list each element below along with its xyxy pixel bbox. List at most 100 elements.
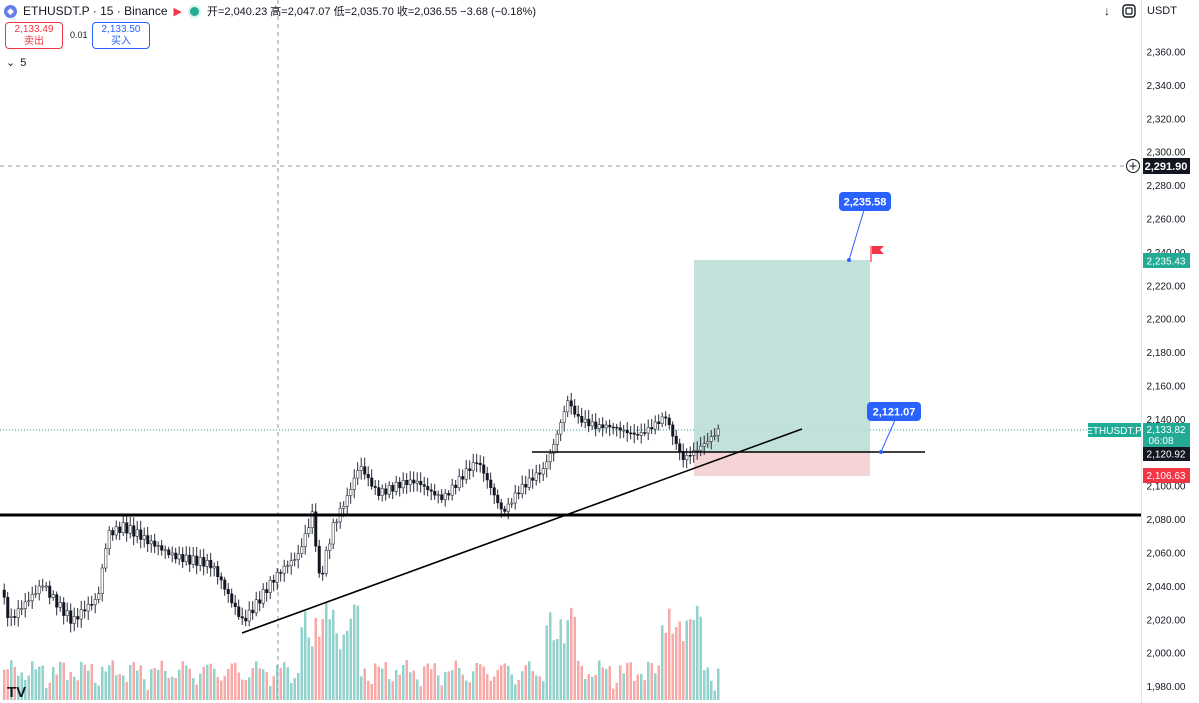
volume-bar: [370, 683, 373, 700]
volume-bar: [685, 620, 688, 700]
price-tick-label: 2,300.00: [1147, 148, 1186, 159]
volume-bar: [255, 661, 258, 700]
candle-body: [464, 468, 468, 480]
volume-bar: [251, 668, 254, 700]
currency-selector[interactable]: USDT: [1147, 5, 1177, 17]
price-axis[interactable]: 2,360.00 2,340.00 2,320.00 2,300.00 2,280.00…: [1142, 0, 1199, 703]
target-callout-text: 2,235.58: [844, 197, 887, 209]
volume-bar: [157, 669, 160, 700]
candle-body: [524, 484, 528, 488]
symbol-header: ◆ ETHUSDT.P · 15 · Binance ▶ 开=2,040.23 …: [4, 2, 536, 20]
candle-body: [370, 477, 374, 487]
price-tick-label: 2,020.00: [1147, 615, 1186, 626]
volume-bar: [150, 669, 153, 700]
volume-bar: [433, 663, 436, 700]
candle-body: [195, 555, 199, 566]
candle-body: [272, 579, 276, 583]
candle-body: [167, 549, 171, 556]
symbol-price-tag-text: ETHUSDT.P: [1086, 426, 1142, 437]
candle-body: [422, 484, 426, 487]
volume-bar: [66, 680, 69, 700]
candle-body: [653, 421, 657, 430]
buy-price: 2,133.50: [101, 24, 141, 35]
price-tick-label: 2,200.00: [1147, 315, 1186, 326]
candle-body: [37, 585, 41, 594]
fullscreen-icon[interactable]: [1120, 2, 1138, 20]
volume-bar: [531, 671, 534, 700]
candle-body: [163, 549, 167, 552]
volume-bar: [566, 620, 569, 700]
candle-body: [716, 428, 720, 436]
stop-loss-price-text: 2,106.63: [1147, 471, 1186, 482]
volume-bar: [573, 616, 576, 700]
candle-body: [713, 435, 717, 437]
indicators-toggle[interactable]: ⌄ 5: [6, 56, 26, 70]
candle-body: [352, 477, 356, 490]
market-status-icon[interactable]: [189, 6, 199, 16]
candle-body: [345, 495, 349, 507]
candle-body: [146, 535, 150, 545]
entry-callout[interactable]: 2,121.07: [867, 402, 921, 421]
volume-bar: [535, 675, 538, 700]
candle-body: [496, 494, 500, 504]
candle-body: [461, 476, 465, 480]
target-callout[interactable]: 2,235.58: [839, 192, 891, 211]
candle-body: [65, 610, 69, 616]
volume-bar: [549, 612, 552, 700]
volume-bar: [108, 665, 111, 700]
target-callout-anchor: [847, 258, 851, 262]
candle-body: [114, 526, 118, 536]
candle-body: [489, 479, 493, 488]
ethereum-icon: ◆: [4, 4, 17, 18]
arrow-down-icon[interactable]: ↓: [1104, 4, 1110, 18]
volume-bar: [293, 677, 296, 700]
volume-bar: [325, 603, 328, 700]
volume-bar: [192, 678, 195, 700]
sell-button[interactable]: 2,133.49 卖出: [5, 22, 63, 49]
candle-body: [576, 413, 580, 417]
candle-body: [590, 421, 594, 427]
buy-button[interactable]: 2,133.50 买入: [92, 22, 150, 49]
volume-bar: [608, 666, 611, 700]
volume-bar: [195, 684, 198, 700]
trend-line[interactable]: [241, 428, 803, 634]
candle-body: [240, 616, 244, 619]
volume-bar: [258, 668, 261, 700]
price-tick-label: 2,260.00: [1147, 215, 1186, 226]
candle-body: [646, 427, 650, 434]
price-tick-label: 2,220.00: [1147, 281, 1186, 292]
volume-bar: [279, 667, 282, 700]
candle-body: [583, 418, 587, 423]
stop-loss-price-label: [1143, 468, 1190, 483]
volume-bar: [563, 643, 566, 700]
volume-bar: [626, 662, 629, 700]
candle-body: [219, 576, 223, 581]
candle-body: [212, 566, 216, 569]
volume-bar: [335, 633, 338, 700]
candle-body: [384, 488, 388, 495]
candle-body: [611, 426, 615, 429]
volume-bar: [489, 680, 492, 700]
symbol-title[interactable]: ETHUSDT.P · 15 · Binance: [23, 4, 168, 18]
volume-bar: [223, 675, 226, 700]
candle-body: [401, 479, 405, 489]
candle-body: [202, 557, 206, 567]
flag-icon[interactable]: ▶: [173, 5, 182, 18]
tradingview-logo[interactable]: TV: [7, 684, 26, 701]
volume-bar: [297, 673, 300, 700]
candle-body: [695, 449, 699, 452]
spread-value: 0.01: [70, 30, 88, 40]
candle-body: [688, 455, 692, 457]
volume-bar: [17, 675, 20, 700]
candle-body: [317, 545, 321, 574]
candle-body: [2, 589, 6, 598]
crosshair-plus-icon[interactable]: [1126, 159, 1140, 173]
flag-icon[interactable]: [870, 246, 884, 262]
price-tick-label: 2,340.00: [1147, 81, 1186, 92]
buy-label: 买入: [111, 36, 131, 47]
candle-body: [30, 594, 34, 602]
candle-body: [506, 503, 510, 512]
candle-body: [373, 486, 377, 488]
candle-body: [359, 466, 363, 471]
